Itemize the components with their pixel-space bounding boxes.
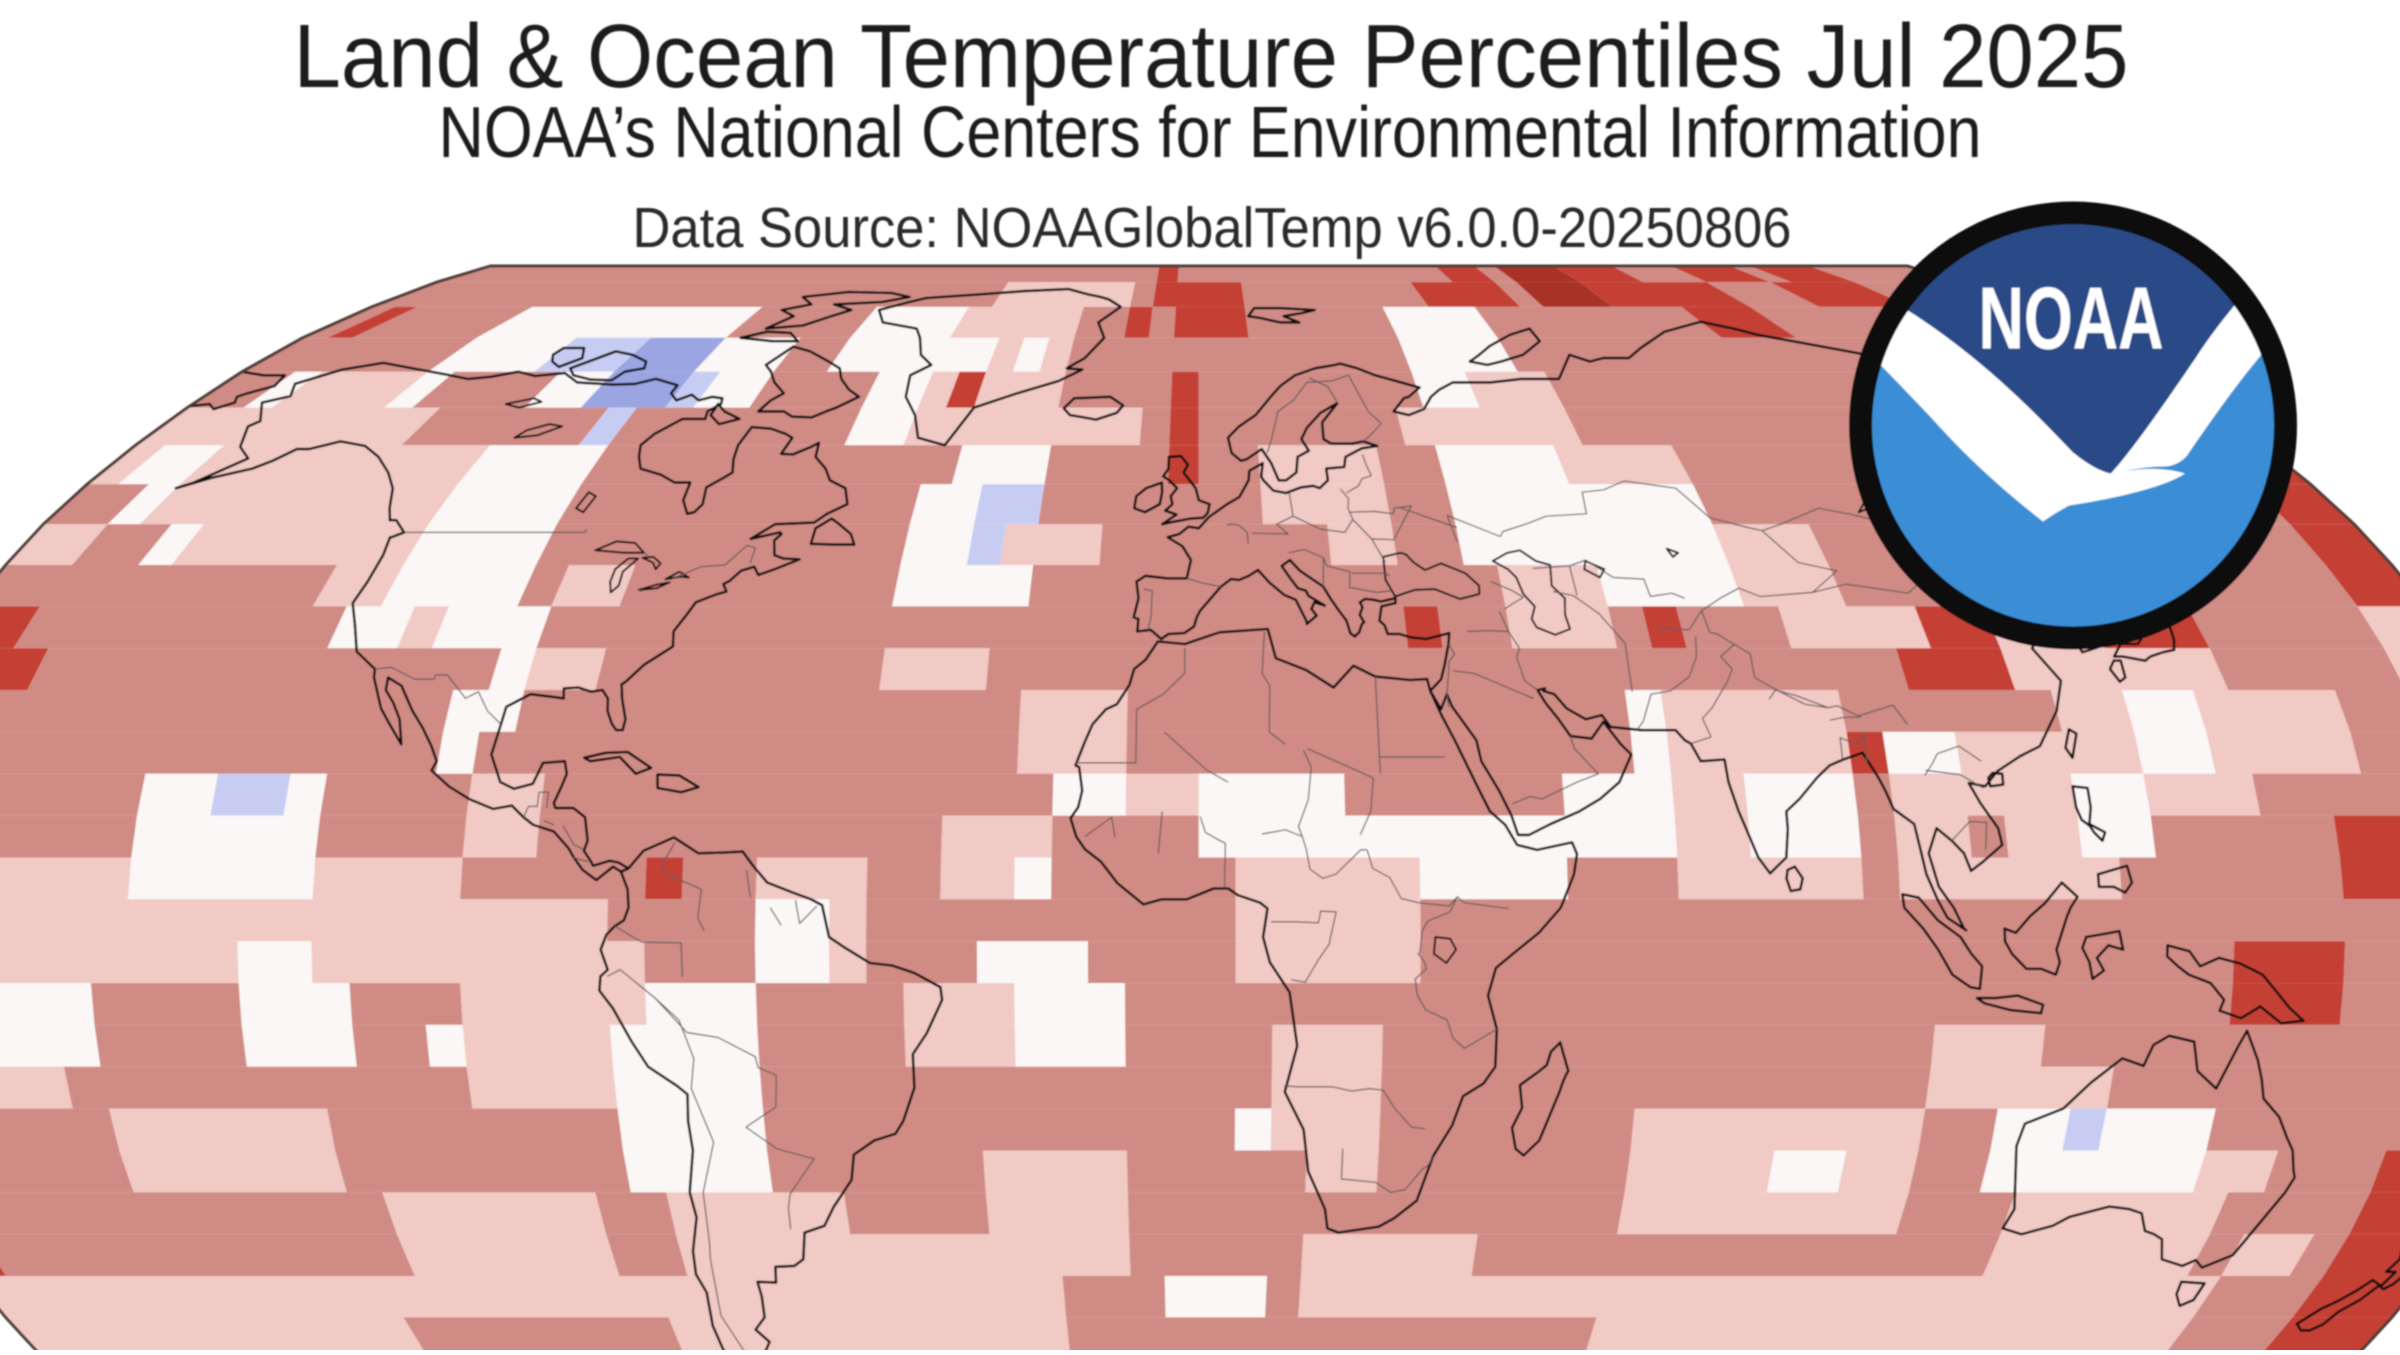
svg-text:Land & Ocean Temperature Perce: Land & Ocean Temperature Percentiles Jul… [294, 7, 2129, 107]
svg-text:NOAA’s National Centers for En: NOAA’s National Centers for Environmenta… [439, 93, 1982, 173]
svg-text:Data Source: NOAAGlobalTemp v6: Data Source: NOAAGlobalTemp v6.0.0-20250… [633, 196, 1792, 260]
svg-text:NOAA: NOAA [1979, 269, 2164, 368]
